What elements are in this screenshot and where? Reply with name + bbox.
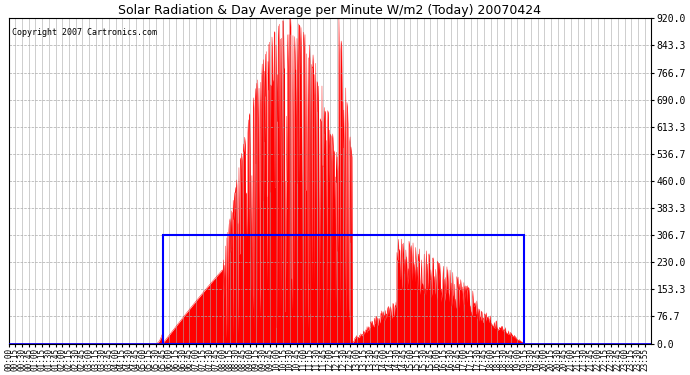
Text: Copyright 2007 Cartronics.com: Copyright 2007 Cartronics.com: [12, 28, 157, 37]
Title: Solar Radiation & Day Average per Minute W/m2 (Today) 20070424: Solar Radiation & Day Average per Minute…: [118, 4, 541, 17]
Bar: [163, 235, 524, 344]
